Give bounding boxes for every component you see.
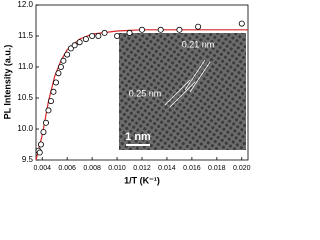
data-point xyxy=(95,33,102,40)
data-point xyxy=(176,26,183,33)
data-point xyxy=(64,51,71,58)
data-point xyxy=(67,45,74,52)
x-tick-label: 0.018 xyxy=(208,165,226,172)
data-point xyxy=(238,20,245,27)
data-point xyxy=(55,70,62,77)
x-tick-label: 0.008 xyxy=(83,165,101,172)
data-point xyxy=(195,23,202,30)
data-point xyxy=(57,64,64,71)
x-tick-label: 0.004 xyxy=(33,165,51,172)
data-point xyxy=(36,149,43,156)
data-point xyxy=(101,29,108,36)
y-tick-label: 10.5 xyxy=(17,93,33,102)
x-tick-label: 0.010 xyxy=(108,165,126,172)
data-point xyxy=(40,129,47,136)
data-point xyxy=(126,29,133,36)
y-tick-label: 9.5 xyxy=(22,155,34,164)
x-tick-label: 0.012 xyxy=(133,165,151,172)
data-point xyxy=(76,39,83,46)
data-point xyxy=(52,79,59,86)
data-point xyxy=(82,36,89,43)
chart: 0.21 nm 0.25 nm 1 nm PL Intensity (a.u.)… xyxy=(2,0,251,185)
y-tick-label: 11.0 xyxy=(18,62,34,71)
x-tick-label: 0.006 xyxy=(58,165,76,172)
x-axis-label: 1/T (K⁻¹) xyxy=(124,175,160,185)
data-point xyxy=(45,107,52,114)
data-point xyxy=(42,119,49,126)
data-point xyxy=(50,88,57,95)
data-point xyxy=(114,33,121,40)
data-point xyxy=(157,26,164,33)
data-point xyxy=(37,141,44,148)
inset-label: 0.21 nm xyxy=(182,39,215,49)
y-tick-label: 11.5 xyxy=(18,31,34,40)
x-tick-label: 0.014 xyxy=(158,165,176,172)
data-point xyxy=(71,42,78,49)
x-tick-label: 0.016 xyxy=(183,165,201,172)
data-point xyxy=(60,57,67,64)
data-point xyxy=(47,98,54,105)
inset-image xyxy=(119,33,246,150)
y-tick-label: 10.0 xyxy=(17,124,33,133)
y-tick-label: 12.0 xyxy=(17,0,33,9)
y-axis-label: PL Intensity (a.u.) xyxy=(2,45,12,120)
data-point xyxy=(138,26,145,33)
inset-label: 0.25 nm xyxy=(129,88,162,98)
data-point xyxy=(89,33,96,40)
scale-label: 1 nm xyxy=(125,131,151,143)
x-tick-label: 0.020 xyxy=(233,165,251,172)
